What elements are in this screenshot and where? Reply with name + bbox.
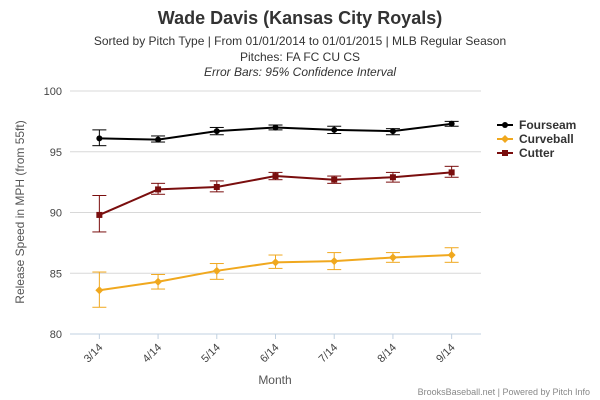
fourseam-point[interactable] [96,135,103,142]
curveball-point[interactable] [154,277,163,286]
legend-label-cutter: Cutter [519,146,555,160]
cutter-point[interactable] [272,173,279,180]
grid [70,90,481,274]
credits[interactable]: BrooksBaseball.net | Powered by Pitch In… [418,387,590,397]
x-tick-label: 7/14 [317,342,341,366]
cutter-point[interactable] [96,211,103,218]
cutter-point[interactable] [155,186,162,193]
curveball-point[interactable] [271,258,280,267]
chart-title: Wade Davis (Kansas City Royals) [158,8,442,28]
legend-marker-cutter[interactable] [502,150,508,156]
fourseam-point[interactable] [213,128,220,135]
x-tick-label: 9/14 [434,342,458,366]
cutter-point[interactable] [331,176,338,183]
error-bars-note: Error Bars: 95% Confidence Interval [204,65,396,79]
x-tick-label: 5/14 [199,342,223,366]
curveball-point[interactable] [95,286,104,295]
series [92,120,459,308]
series-curveball [92,247,459,308]
fourseam-point[interactable] [389,128,396,135]
legend-label-fourseam: Fourseam [519,118,576,132]
legend-marker-curveball[interactable] [501,135,509,143]
legend-item-fourseam[interactable]: Fourseam [497,118,576,132]
legend-label-curveball: Curveball [519,132,574,146]
x-tick-label: 8/14 [375,342,399,366]
y-tick-label: 90 [50,208,62,220]
y-axis-ticks: 80 85 90 95 100 [44,86,62,341]
x-tick-label: 4/14 [141,342,165,366]
curveball-point[interactable] [388,253,397,262]
y-tick-label: 95 [50,147,62,159]
curveball-point[interactable] [447,251,456,260]
chart-subtitle: Sorted by Pitch Type | From 01/01/2014 t… [94,34,506,48]
x-axis-title: Month [258,373,291,387]
legend-item-cutter[interactable]: Cutter [497,146,555,160]
legend-marker-fourseam[interactable] [502,122,508,128]
curveball-point[interactable] [330,257,339,266]
x-tick-label: 3/14 [82,342,106,366]
series-fourseam [92,120,459,147]
series-cutter [92,165,459,233]
y-tick-label: 80 [50,329,62,341]
y-tick-label: 100 [44,86,62,98]
fourseam-point[interactable] [331,126,338,133]
x-tick-label: 6/14 [258,342,282,366]
curveball-point[interactable] [212,266,221,275]
pitches-line: Pitches: FA FC CU CS [240,50,360,64]
y-axis-title: Release Speed in MPH (from 55ft) [13,120,27,303]
x-axis-ticks: 3/14 4/14 5/14 6/14 7/14 8/14 9/14 [82,334,458,365]
cutter-point[interactable] [213,183,220,190]
fourseam-point[interactable] [272,124,279,131]
cutter-point[interactable] [448,169,455,176]
y-tick-label: 85 [50,268,62,280]
cutter-point[interactable] [389,174,396,181]
fourseam-point[interactable] [155,136,162,143]
fourseam-point[interactable] [448,120,455,127]
legend-item-curveball[interactable]: Curveball [497,132,574,146]
